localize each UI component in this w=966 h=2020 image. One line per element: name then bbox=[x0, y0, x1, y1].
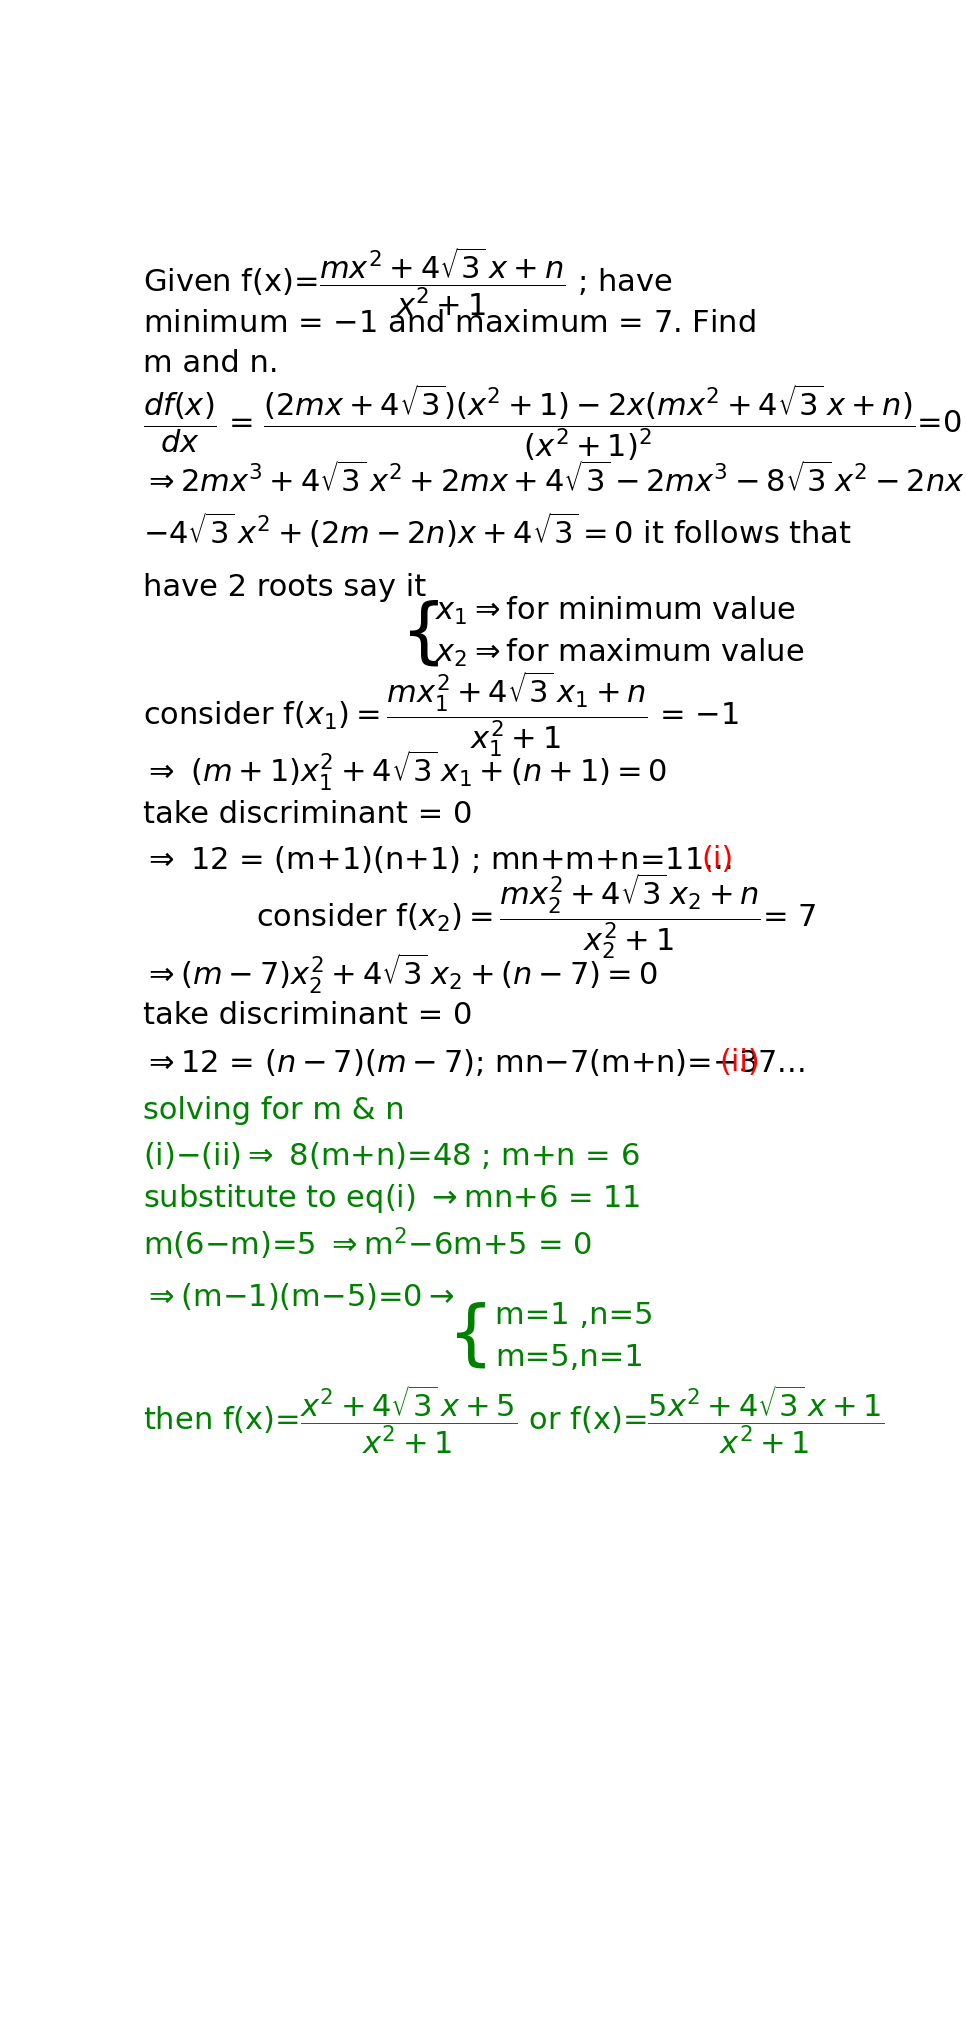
Text: (i): (i) bbox=[701, 846, 733, 875]
Text: $\Rightarrow$12 = $(n-7)(m-7)$; mn$-$7(m+n)=$-$37...: $\Rightarrow$12 = $(n-7)(m-7)$; mn$-$7(m… bbox=[143, 1046, 805, 1077]
Text: m(6$-$m)=5 $\Rightarrow$m$^2$$-$6m+5 = 0: m(6$-$m)=5 $\Rightarrow$m$^2$$-$6m+5 = 0 bbox=[143, 1226, 592, 1262]
Text: $\Rightarrow$ 12 = (m+1)(n+1) ; mn+m+n=11...: $\Rightarrow$ 12 = (m+1)(n+1) ; mn+m+n=1… bbox=[143, 844, 731, 875]
Text: $-4\sqrt{3}\,x^2+(2m-2n)x+4\sqrt{3} = 0$ it follows that: $-4\sqrt{3}\,x^2+(2m-2n)x+4\sqrt{3} = 0$… bbox=[143, 511, 852, 549]
Text: solving for m & n: solving for m & n bbox=[143, 1095, 405, 1125]
Text: $\Rightarrow(m-7)x_2^2+4\sqrt{3}\,x_2+(n-7) = 0$: $\Rightarrow(m-7)x_2^2+4\sqrt{3}\,x_2+(n… bbox=[143, 951, 658, 996]
Text: have 2 roots say it: have 2 roots say it bbox=[143, 574, 426, 602]
Text: then f(x)=$\dfrac{x^2+4\sqrt{3}\,x+5}{x^2+1}$ or f(x)=$\dfrac{5x^2+4\sqrt{3}\,x+: then f(x)=$\dfrac{x^2+4\sqrt{3}\,x+5}{x^… bbox=[143, 1384, 884, 1456]
Text: $\Rightarrow$ $(m+1)x_1^2+4\sqrt{3}\,x_1+(n+1)=0$: $\Rightarrow$ $(m+1)x_1^2+4\sqrt{3}\,x_1… bbox=[143, 749, 668, 794]
Text: m=5,n=1: m=5,n=1 bbox=[496, 1343, 643, 1372]
Text: $\Rightarrow 2mx^3+4\sqrt{3}\,x^2+2mx+4\sqrt{3}-2mx^3-8\sqrt{3}\,x^2-2nx = 0$: $\Rightarrow 2mx^3+4\sqrt{3}\,x^2+2mx+4\… bbox=[143, 463, 966, 499]
Text: consider f$(x_1)=\dfrac{mx_1^2+4\sqrt{3}\,x_1+n}{x_1^2+1}$ = $-1$: consider f$(x_1)=\dfrac{mx_1^2+4\sqrt{3}… bbox=[143, 669, 739, 760]
Text: m and n.: m and n. bbox=[143, 349, 279, 378]
Text: take discriminant = 0: take discriminant = 0 bbox=[143, 1002, 472, 1030]
Text: take discriminant = 0: take discriminant = 0 bbox=[143, 800, 472, 830]
Text: {: { bbox=[448, 1301, 495, 1370]
Text: {: { bbox=[401, 600, 447, 669]
Text: consider f$(x_2)=\dfrac{mx_2^2+4\sqrt{3}\,x_2+n}{x_2^2+1}$= 7: consider f$(x_2)=\dfrac{mx_2^2+4\sqrt{3}… bbox=[255, 871, 816, 962]
Text: $x_1\Rightarrow$for minimum value: $x_1\Rightarrow$for minimum value bbox=[435, 596, 796, 626]
Text: Given f(x)=$\dfrac{mx^2+4\sqrt{3}\,x+n}{x^2+1}$ ; have: Given f(x)=$\dfrac{mx^2+4\sqrt{3}\,x+n}{… bbox=[143, 244, 672, 317]
Text: (i)$-$(ii)$\Rightarrow$ 8(m+n)=48 ; m+n = 6: (i)$-$(ii)$\Rightarrow$ 8(m+n)=48 ; m+n … bbox=[143, 1139, 639, 1172]
Text: (ii): (ii) bbox=[720, 1048, 760, 1077]
Text: minimum = $-1$ and maximum = 7. Find: minimum = $-1$ and maximum = 7. Find bbox=[143, 309, 755, 337]
Text: m=1 ,n=5: m=1 ,n=5 bbox=[496, 1301, 654, 1329]
Text: $x_2\Rightarrow$for maximum value: $x_2\Rightarrow$for maximum value bbox=[435, 636, 805, 669]
Text: substitute to eq(i) $\rightarrow$mn+6 = 11: substitute to eq(i) $\rightarrow$mn+6 = … bbox=[143, 1182, 640, 1216]
Text: $\dfrac{df(x)}{dx}$ = $\dfrac{(2mx+4\sqrt{3})(x^2+1)-2x(mx^2+4\sqrt{3}\,x+n)}{(x: $\dfrac{df(x)}{dx}$ = $\dfrac{(2mx+4\sqr… bbox=[143, 382, 962, 463]
Text: $\Rightarrow$(m$-$1)(m$-$5)=0$\rightarrow$: $\Rightarrow$(m$-$1)(m$-$5)=0$\rightarro… bbox=[143, 1281, 455, 1313]
